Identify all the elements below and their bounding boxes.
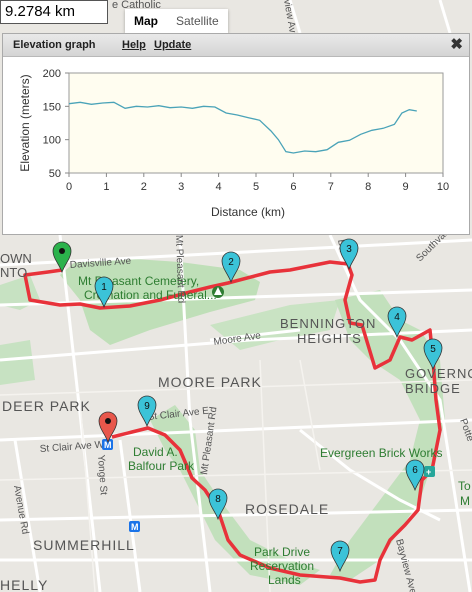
y-axis-label: Elevation (meters) — [18, 74, 32, 171]
km-marker-8[interactable]: 8 — [208, 488, 228, 521]
panel-header: Elevation graph Help Update ✖ — [3, 34, 469, 57]
svg-text:+: + — [426, 467, 431, 477]
place-label: NTO — [0, 265, 27, 280]
end-marker[interactable] — [98, 411, 118, 444]
poi-label: e Catholic — [112, 0, 161, 11]
poi-label: Balfour Park — [128, 459, 195, 473]
poi-label: Evergreen Brick Works — [320, 446, 442, 460]
km-marker-9[interactable]: 9 — [137, 395, 157, 428]
street-label: Yonge St — [95, 454, 109, 495]
place-label: M — [460, 494, 470, 508]
km-marker-5[interactable]: 5 — [423, 338, 443, 371]
park-area — [0, 340, 35, 385]
map-type-map-button[interactable]: Map — [134, 14, 158, 28]
marker-number: 2 — [228, 257, 234, 268]
x-axis-label: Distance (km) — [211, 205, 285, 219]
km-marker-6[interactable]: 6 — [405, 459, 425, 492]
neighbourhood-label: ROSEDALE — [245, 501, 329, 517]
km-marker-3[interactable]: 3 — [339, 238, 359, 271]
route-line — [23, 260, 442, 584]
poi-label: Reservation — [250, 559, 314, 573]
place-label: OWN — [0, 251, 32, 266]
marker-number: 7 — [337, 546, 343, 557]
park-icon — [212, 286, 224, 298]
x-tick-label: 4 — [216, 181, 222, 193]
x-tick-label: 9 — [403, 181, 409, 193]
marker-number: 9 — [144, 401, 150, 412]
total-distance-field: 9.2784 km — [0, 0, 108, 24]
neighbourhood-label: BRIDGE — [405, 381, 461, 396]
svg-text:M: M — [131, 522, 139, 532]
marker-number: 3 — [346, 244, 352, 255]
road-network — [0, 234, 472, 592]
close-icon[interactable]: ✖ — [450, 36, 463, 53]
elevation-series-line — [68, 101, 417, 154]
elevation-chart: 0 1 2 3 4 5 6 7 8 9 10 50 100 150 200 Distance (km) Elev… — [18, 68, 449, 219]
marker-number: 5 — [430, 344, 436, 355]
svg-text:M: M — [104, 440, 112, 450]
neighbourhood-label: GOVERNOR — [405, 366, 472, 381]
place-label: To — [458, 479, 471, 493]
y-tick-label: 200 — [43, 68, 61, 80]
neighbourhood-label: BENNINGTON — [280, 316, 376, 331]
x-tick-label: 1 — [103, 181, 109, 193]
x-tick-label: 2 — [141, 181, 147, 193]
x-tick-label: 6 — [290, 181, 296, 193]
neighbourhood-label: DEER PARK — [2, 398, 91, 414]
subway-icon: M — [102, 439, 113, 450]
marker-number: 1 — [101, 282, 107, 293]
map-type-control[interactable]: Map Satellite — [125, 9, 228, 33]
neighbourhood-label: HELLY — [0, 577, 48, 592]
neighbourhood-label: HEIGHTS — [297, 331, 362, 346]
minor-roads — [0, 359, 472, 592]
marker-number: 8 — [215, 494, 221, 505]
y-tick-label: 50 — [49, 168, 61, 180]
km-marker-1[interactable]: 1 — [94, 276, 114, 309]
x-tick-label: 8 — [365, 181, 371, 193]
neighbourhood-label: MOORE PARK — [158, 374, 262, 390]
help-link[interactable]: Help — [122, 39, 146, 51]
update-link[interactable]: Update — [154, 39, 192, 51]
km-marker-7[interactable]: 7 — [330, 540, 350, 573]
street-label: Davisville Ave — [69, 256, 132, 271]
marker-number: 4 — [394, 312, 400, 323]
x-tick-label: 0 — [66, 181, 72, 193]
start-marker[interactable] — [52, 241, 72, 274]
panel-title: Elevation graph — [13, 39, 96, 51]
brickworks-icon: + — [424, 466, 435, 477]
km-marker-4[interactable]: 4 — [387, 306, 407, 339]
x-tick-label: 10 — [437, 181, 449, 193]
neighbourhood-label: SUMMERHILL — [33, 537, 135, 553]
plot-area — [68, 72, 444, 174]
street-label: Mt Pleasant Rd — [173, 235, 186, 304]
subway-icon: M — [129, 521, 140, 532]
x-tick-label: 7 — [328, 181, 334, 193]
poi-label: Park Drive — [254, 545, 310, 559]
street-label: St Clair Ave W — [39, 439, 104, 454]
poi-label: Lands — [268, 573, 301, 587]
y-tick-label: 100 — [43, 135, 61, 147]
km-marker-2[interactable]: 2 — [221, 251, 241, 284]
poi-label: David A. — [133, 445, 178, 459]
y-tick-label: 150 — [43, 101, 61, 113]
poi-label: Cremation and Funeral... — [84, 288, 217, 302]
marker-number: 6 — [412, 465, 418, 476]
map-type-satellite-button[interactable]: Satellite — [176, 14, 219, 28]
x-tick-label: 3 — [178, 181, 184, 193]
x-tick-label: 5 — [253, 181, 259, 193]
elevation-graph-panel: Elevation graph Help Update ✖ 0 1 2 3 4 5 6 7 8 9… — [2, 33, 470, 235]
